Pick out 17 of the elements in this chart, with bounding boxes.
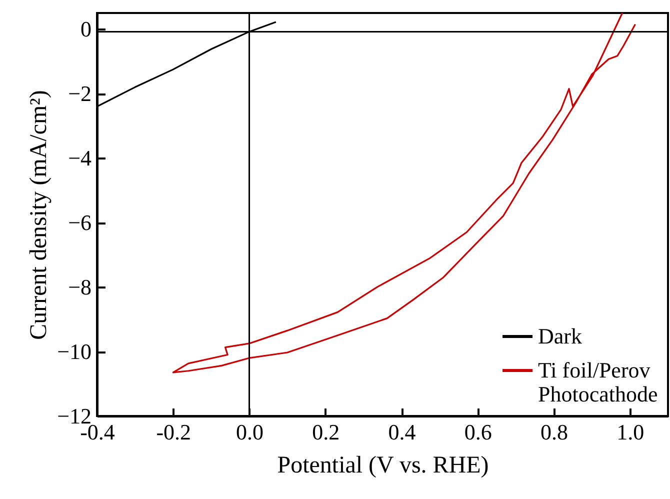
y-tick-label: −2 — [68, 81, 92, 106]
x-tick-label: 0.0 — [236, 420, 264, 444]
y-tick-label: −6 — [68, 210, 92, 236]
x-tick-label: 1.0 — [616, 420, 644, 444]
x-axis-title: Potential (V vs. RHE) — [277, 452, 489, 478]
legend-label: Ti foil/Perov Photocathode — [538, 358, 658, 406]
y-axis-title: Current density (mA/cm²) — [26, 90, 52, 340]
legend-label: Dark — [538, 324, 582, 348]
y-tick-label: −4 — [68, 146, 92, 171]
y-tick-label: 0 — [80, 16, 92, 42]
x-tick-label: 0.6 — [464, 420, 492, 444]
x-tick-label: -0.2 — [156, 420, 192, 444]
x-tick-label: 0.4 — [388, 420, 416, 444]
y-tick-label: −8 — [68, 274, 92, 300]
x-tick-label: 0.8 — [540, 420, 568, 444]
x-tick-label: 0.2 — [312, 420, 340, 444]
y-tick-label: −10 — [57, 339, 92, 364]
